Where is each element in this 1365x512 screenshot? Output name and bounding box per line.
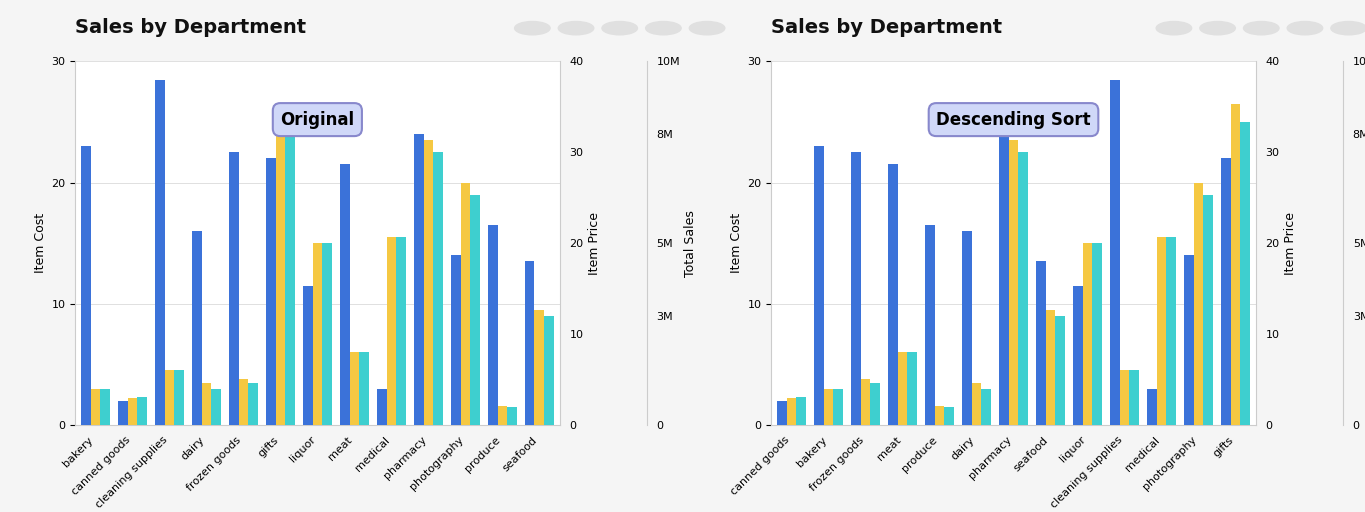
Bar xyxy=(285,122,295,425)
Text: Descending Sort: Descending Sort xyxy=(936,111,1091,129)
Bar xyxy=(1036,261,1046,425)
Bar xyxy=(777,401,786,425)
Bar xyxy=(423,140,433,425)
Bar xyxy=(1119,371,1129,425)
Bar xyxy=(266,158,276,425)
Bar xyxy=(871,382,880,425)
Bar xyxy=(898,352,908,425)
Bar xyxy=(823,389,834,425)
Bar xyxy=(1092,243,1102,425)
Bar xyxy=(433,153,442,425)
Bar xyxy=(156,79,165,425)
Bar xyxy=(834,389,844,425)
Bar xyxy=(303,286,313,425)
Bar xyxy=(1222,158,1231,425)
Bar xyxy=(377,389,386,425)
Bar xyxy=(962,231,972,425)
Bar xyxy=(450,255,460,425)
Bar xyxy=(100,389,109,425)
Bar xyxy=(1110,79,1119,425)
Bar xyxy=(1046,310,1055,425)
Bar xyxy=(460,183,470,425)
Bar xyxy=(1082,243,1092,425)
Bar xyxy=(248,382,258,425)
Y-axis label: Total Sales: Total Sales xyxy=(684,210,698,276)
Bar xyxy=(999,134,1009,425)
Y-axis label: Item Cost: Item Cost xyxy=(730,213,743,273)
Bar xyxy=(359,352,369,425)
Y-axis label: Item Price: Item Price xyxy=(1284,211,1297,275)
Bar xyxy=(175,371,184,425)
Bar xyxy=(786,398,796,425)
Bar xyxy=(535,310,545,425)
Bar xyxy=(945,407,954,425)
Bar xyxy=(1241,122,1250,425)
Bar xyxy=(814,146,823,425)
Bar xyxy=(212,389,221,425)
Text: Sales by Department: Sales by Department xyxy=(771,18,1002,37)
Bar xyxy=(386,237,396,425)
Bar xyxy=(935,406,945,425)
Bar xyxy=(138,397,147,425)
Bar xyxy=(1018,153,1028,425)
Bar xyxy=(202,382,212,425)
Bar xyxy=(1231,104,1241,425)
Bar xyxy=(1166,237,1175,425)
Bar xyxy=(1009,140,1018,425)
Bar xyxy=(861,379,871,425)
Bar xyxy=(340,164,349,425)
Bar xyxy=(165,371,175,425)
Bar xyxy=(396,237,405,425)
Bar xyxy=(526,261,535,425)
Bar xyxy=(1183,255,1193,425)
Bar xyxy=(908,352,917,425)
Bar xyxy=(349,352,359,425)
Text: Original: Original xyxy=(280,111,355,129)
Bar xyxy=(1156,237,1166,425)
Bar xyxy=(925,225,935,425)
Bar xyxy=(981,389,991,425)
Bar xyxy=(1073,286,1082,425)
Bar xyxy=(545,316,554,425)
Bar xyxy=(127,398,138,425)
Bar xyxy=(276,104,285,425)
Bar xyxy=(497,406,508,425)
Bar xyxy=(796,397,805,425)
Y-axis label: Item Price: Item Price xyxy=(588,211,601,275)
Text: Sales by Department: Sales by Department xyxy=(75,18,306,37)
Bar xyxy=(1204,195,1213,425)
Bar xyxy=(90,389,100,425)
Bar xyxy=(508,407,517,425)
Bar xyxy=(192,231,202,425)
Bar xyxy=(889,164,898,425)
Bar xyxy=(414,134,423,425)
Bar xyxy=(1129,371,1138,425)
Bar xyxy=(117,401,127,425)
Bar xyxy=(322,243,332,425)
Bar xyxy=(313,243,322,425)
Bar xyxy=(487,225,497,425)
Bar xyxy=(239,379,248,425)
Bar xyxy=(852,153,861,425)
Bar xyxy=(972,382,981,425)
Bar xyxy=(1055,316,1065,425)
Bar xyxy=(1193,183,1204,425)
Bar xyxy=(1147,389,1156,425)
Bar xyxy=(470,195,479,425)
Bar xyxy=(81,146,90,425)
Bar xyxy=(229,153,239,425)
Y-axis label: Item Cost: Item Cost xyxy=(34,213,46,273)
